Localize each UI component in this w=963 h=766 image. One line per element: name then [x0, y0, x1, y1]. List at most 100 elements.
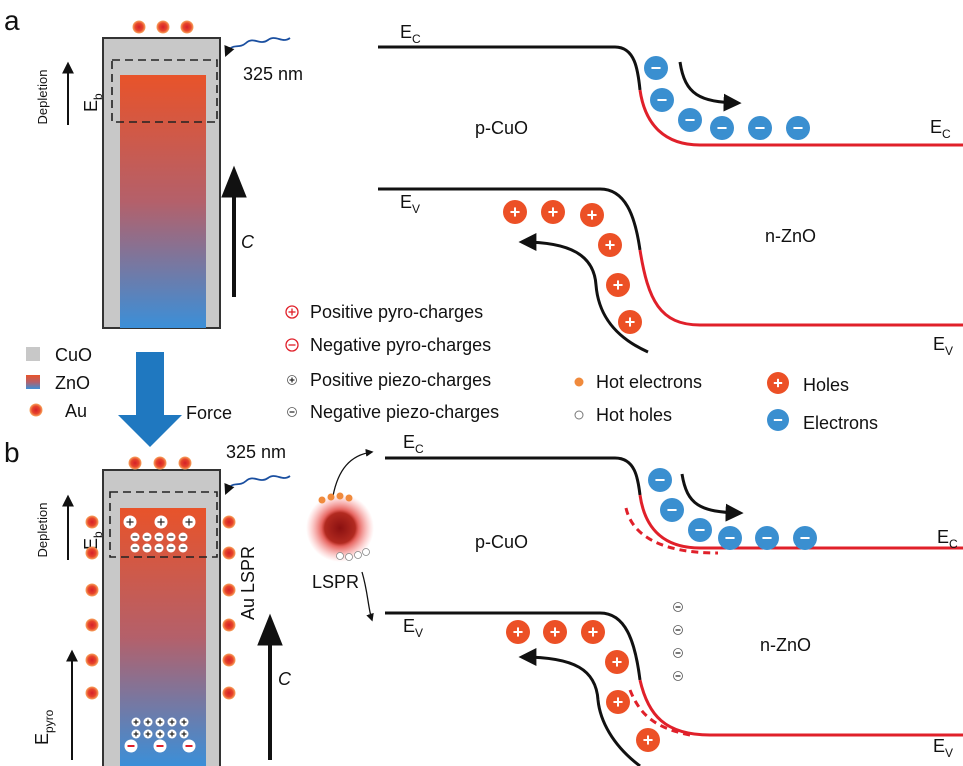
c-axis-label: C: [241, 232, 255, 252]
conduction-band: [385, 458, 640, 495]
au-dot: [154, 457, 167, 470]
sub: C: [949, 537, 958, 551]
legend-text: Negative pyro-charges: [310, 335, 491, 355]
sub: C: [412, 32, 421, 46]
legend-text: Hot electrons: [596, 372, 702, 392]
ev-label: EV: [403, 616, 423, 640]
au-dot: [223, 654, 236, 667]
valence-band-n: [640, 250, 963, 325]
au-dot: [86, 619, 99, 632]
valence-band-n: [640, 680, 963, 735]
au-dot: [157, 21, 170, 34]
sym: E: [400, 22, 412, 42]
ec-label: EC: [930, 117, 951, 141]
zno-swatch: [26, 375, 40, 389]
au-dot: [86, 547, 99, 560]
au-dot: [86, 516, 99, 529]
sym: E: [933, 736, 945, 756]
hot-electron: [337, 493, 344, 500]
light-wave: [226, 38, 290, 55]
au-dot: [86, 584, 99, 597]
panel-label: a: [4, 5, 20, 36]
electron-flow: [680, 62, 738, 103]
hot-hole: [337, 553, 344, 560]
wavelength: 325 nm: [226, 442, 286, 462]
hot-electron: [328, 494, 335, 501]
field-sub: pyro: [42, 709, 56, 733]
legend-text: Electrons: [803, 413, 878, 433]
sym: E: [403, 432, 415, 452]
lspr-label: LSPR: [312, 572, 359, 592]
hot-hole-path: [362, 572, 372, 620]
legend-text: Hot holes: [596, 405, 672, 425]
hot-hole-icon: [575, 411, 583, 419]
au-dot: [86, 687, 99, 700]
sym: E: [937, 527, 949, 547]
sym: E: [930, 117, 942, 137]
sub: C: [942, 127, 951, 141]
ec-label: EC: [403, 432, 424, 456]
field-base: E: [81, 100, 101, 112]
au-dot: [223, 619, 236, 632]
hole-flow: [522, 242, 648, 352]
hot-hole: [355, 552, 362, 559]
au-dot: [30, 404, 43, 417]
legend-text: Negative piezo-charges: [310, 402, 499, 422]
panel-label: b: [4, 437, 20, 468]
legend-text: Au: [65, 401, 87, 421]
hot-electron: [319, 497, 326, 504]
sub: V: [945, 344, 953, 358]
pyro-field-label: Epyro: [32, 709, 56, 745]
au-dot: [179, 457, 192, 470]
force-arrow: [118, 352, 182, 447]
field-label: Eb: [81, 93, 105, 112]
au-dot: [86, 654, 99, 667]
ev-label: EV: [933, 334, 953, 358]
electron-flow: [682, 474, 740, 513]
field-sub: b: [91, 531, 105, 538]
n-side: n-ZnO: [765, 226, 816, 246]
ev-label: EV: [400, 192, 420, 216]
depletion-label: Depletion: [35, 503, 50, 558]
au-dot: [223, 516, 236, 529]
field-base: E: [32, 733, 52, 745]
au-lspr-label: Au LSPR: [238, 546, 258, 620]
ec-label: EC: [400, 22, 421, 46]
legend-text: Holes: [803, 375, 849, 395]
force-label: Force: [186, 403, 232, 423]
figure: a 325 nm Depletion Eb C EC EC EV EV p-Cu…: [0, 0, 963, 766]
light-wave: [226, 476, 290, 493]
au-dot: [133, 21, 146, 34]
au-dot: [181, 21, 194, 34]
legend-text: Positive piezo-charges: [310, 370, 491, 390]
legend-text: Positive pyro-charges: [310, 302, 483, 322]
legend-text: CuO: [55, 345, 92, 365]
c-axis-label: C: [278, 669, 292, 689]
hot-hole: [346, 554, 353, 561]
zno-core: [120, 75, 206, 328]
sym: E: [400, 192, 412, 212]
wavelength: 325 nm: [243, 64, 303, 84]
hot-electron-icon: [575, 378, 584, 387]
hot-hole: [363, 549, 370, 556]
hot-electron-path: [333, 452, 372, 496]
n-side: n-ZnO: [760, 635, 811, 655]
sub: V: [412, 202, 420, 216]
conduction-band: [378, 47, 640, 90]
sym: E: [403, 616, 415, 636]
sub: V: [415, 626, 423, 640]
sym: E: [933, 334, 945, 354]
ev-label: EV: [933, 736, 953, 760]
au-dot: [223, 584, 236, 597]
depletion-label: Depletion: [35, 70, 50, 125]
hot-electron: [346, 495, 353, 502]
p-side: p-CuO: [475, 118, 528, 138]
sub: C: [415, 442, 424, 456]
field-sub: b: [91, 93, 105, 100]
cuo-swatch: [26, 347, 40, 361]
au-dot: [129, 457, 142, 470]
page: body{margin:0;background:#fff;font-famil…: [0, 0, 963, 766]
sub: V: [945, 746, 953, 760]
legend-text: ZnO: [55, 373, 90, 393]
au-dot: [223, 547, 236, 560]
